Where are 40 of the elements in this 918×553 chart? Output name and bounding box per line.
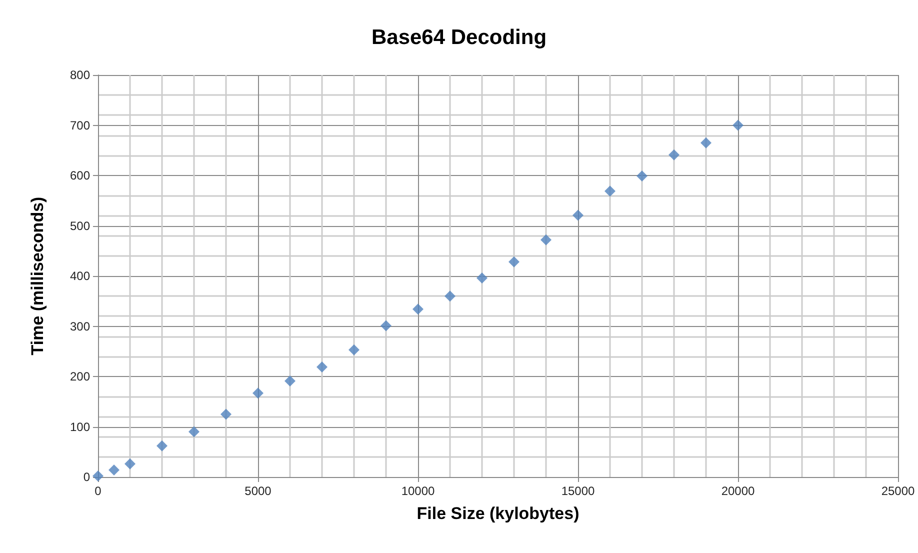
point	[284, 376, 296, 387]
y-tick-label: 100	[70, 420, 90, 434]
y-tick-label: 600	[70, 168, 90, 182]
x-tick-label: 0	[94, 484, 102, 498]
point	[188, 426, 200, 438]
point	[348, 344, 360, 356]
x-tick-label: 15000	[561, 484, 596, 498]
point	[444, 290, 456, 302]
point	[156, 440, 168, 452]
point	[540, 234, 552, 246]
point	[108, 464, 120, 476]
chart-title: Base64 Decoding	[371, 26, 547, 49]
point	[604, 186, 616, 197]
point	[668, 149, 680, 160]
point	[316, 361, 328, 372]
x-axis-title: File Size (kylobytes)	[416, 504, 580, 523]
y-tick-label: 700	[70, 118, 90, 132]
y-tick-label: 800	[70, 68, 90, 82]
point	[92, 470, 104, 482]
y-tick-label: 300	[70, 319, 90, 334]
x-tick-label: 20000	[721, 484, 756, 498]
point	[476, 272, 488, 284]
point	[732, 120, 744, 131]
point	[700, 137, 712, 148]
x-tick-label: 10000	[401, 484, 436, 498]
point	[220, 408, 232, 420]
y-axis-title: Time (milliseconds)	[28, 196, 47, 356]
y-tick-label: 400	[70, 269, 90, 283]
point	[380, 320, 392, 332]
y-tick-label: 0	[83, 470, 90, 484]
y-tick-label: 200	[70, 370, 90, 384]
x-tick-label: 25000	[881, 484, 916, 498]
y-tick-label: 500	[70, 218, 90, 233]
point	[508, 256, 520, 268]
point	[412, 304, 424, 315]
point	[124, 458, 136, 470]
point	[252, 388, 264, 399]
x-tick-label: 5000	[244, 484, 272, 498]
point	[636, 170, 648, 182]
point	[572, 210, 584, 221]
